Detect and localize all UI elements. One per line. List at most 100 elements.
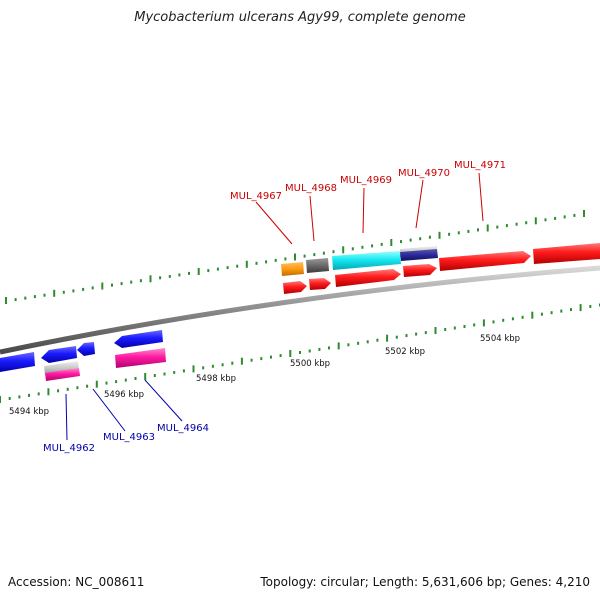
gene-feature[interactable] bbox=[77, 342, 95, 356]
minor-tick bbox=[134, 377, 137, 380]
reverse-strand-features bbox=[0, 330, 166, 381]
major-tick bbox=[337, 342, 340, 350]
minor-tick bbox=[76, 386, 79, 390]
minor-tick bbox=[231, 361, 234, 365]
gene-feature[interactable] bbox=[403, 264, 437, 277]
minor-tick bbox=[428, 235, 431, 239]
minor-tick bbox=[130, 280, 133, 284]
minor-tick bbox=[14, 298, 17, 302]
minor-tick bbox=[72, 289, 75, 293]
minor-tick bbox=[82, 287, 85, 291]
major-tick bbox=[0, 396, 1, 403]
gene-feature[interactable] bbox=[400, 249, 438, 261]
minor-tick bbox=[560, 309, 563, 313]
minor-tick bbox=[525, 221, 528, 225]
minor-tick bbox=[419, 237, 422, 241]
minor-tick bbox=[255, 261, 258, 265]
minor-tick bbox=[260, 357, 263, 361]
minor-tick bbox=[371, 244, 374, 248]
major-tick bbox=[101, 282, 104, 290]
minor-tick bbox=[211, 364, 214, 368]
minor-tick bbox=[366, 340, 369, 344]
gene-label[interactable]: MUL_4970 bbox=[398, 168, 450, 179]
gene-feature[interactable] bbox=[335, 269, 401, 287]
outer-tick-row bbox=[5, 210, 585, 304]
major-tick bbox=[240, 357, 243, 365]
minor-tick bbox=[405, 334, 408, 338]
major-tick bbox=[192, 365, 195, 373]
major-tick bbox=[579, 304, 582, 312]
minor-tick bbox=[328, 346, 330, 350]
minor-tick bbox=[182, 369, 185, 373]
gene-feature[interactable] bbox=[281, 262, 304, 276]
minor-tick bbox=[105, 381, 108, 385]
forward-gene-labels: MUL_4967 MUL_4968 MUL_4969 MUL_4970 MUL_… bbox=[230, 160, 506, 202]
minor-tick bbox=[313, 253, 316, 257]
axis-tick-label: 5494 kbp bbox=[9, 407, 49, 417]
minor-tick bbox=[457, 231, 460, 235]
minor-tick bbox=[550, 311, 553, 315]
major-tick bbox=[434, 327, 437, 334]
genome-summary: Topology: circular; Length: 5,631,606 bp… bbox=[260, 575, 590, 589]
minor-tick bbox=[284, 257, 287, 261]
minor-tick bbox=[448, 232, 451, 236]
gene-label[interactable]: MUL_4967 bbox=[230, 191, 282, 202]
minor-tick bbox=[357, 341, 360, 345]
minor-tick bbox=[37, 392, 40, 396]
gene-feature[interactable] bbox=[115, 348, 166, 368]
gene-feature[interactable] bbox=[533, 243, 600, 264]
major-tick bbox=[294, 253, 296, 261]
minor-tick bbox=[66, 387, 69, 391]
gene-feature[interactable] bbox=[306, 258, 329, 273]
minor-tick bbox=[318, 347, 321, 351]
minor-tick bbox=[188, 271, 190, 275]
gene-feature[interactable] bbox=[309, 278, 331, 290]
gene-label[interactable]: MUL_4964 bbox=[157, 423, 209, 434]
major-tick bbox=[486, 224, 489, 232]
forward-strand-features bbox=[281, 243, 600, 294]
gene-feature[interactable] bbox=[0, 352, 35, 372]
minor-tick bbox=[168, 274, 171, 278]
reverse-callouts bbox=[65, 379, 183, 441]
gene-label[interactable]: MUL_4963 bbox=[103, 432, 155, 443]
gene-feature[interactable] bbox=[439, 251, 531, 271]
minor-tick bbox=[496, 225, 499, 229]
minor-tick bbox=[279, 354, 282, 358]
major-tick bbox=[583, 210, 585, 217]
minor-tick bbox=[515, 222, 518, 226]
minor-tick bbox=[265, 260, 268, 264]
major-tick bbox=[386, 334, 389, 342]
gene-feature[interactable] bbox=[44, 361, 79, 375]
minor-tick bbox=[159, 276, 162, 280]
major-tick bbox=[5, 297, 7, 304]
axis-tick-label: 5500 kbp bbox=[290, 359, 330, 369]
minor-tick bbox=[424, 331, 427, 335]
minor-tick bbox=[395, 335, 398, 339]
gene-feature[interactable] bbox=[114, 330, 163, 348]
minor-tick bbox=[554, 216, 557, 220]
gene-feature[interactable] bbox=[283, 281, 307, 294]
reverse-gene-labels: MUL_4962 MUL_4963 MUL_4964 bbox=[43, 423, 209, 454]
gene-label[interactable]: MUL_4962 bbox=[43, 443, 95, 454]
gene-label[interactable]: MUL_4969 bbox=[340, 175, 392, 186]
gene-feature[interactable] bbox=[45, 368, 80, 381]
major-tick bbox=[197, 268, 200, 275]
axis-tick-label: 5504 kbp bbox=[480, 334, 520, 344]
minor-tick bbox=[299, 351, 301, 354]
minor-tick bbox=[178, 273, 181, 277]
gene-label[interactable]: MUL_4971 bbox=[454, 160, 506, 171]
minor-tick bbox=[505, 224, 508, 228]
minor-tick bbox=[589, 305, 592, 308]
accession-label: Accession: NC_008611 bbox=[8, 575, 145, 589]
minor-tick bbox=[570, 308, 572, 312]
minor-tick bbox=[274, 258, 277, 262]
minor-tick bbox=[91, 286, 94, 290]
gene-feature[interactable] bbox=[332, 251, 401, 270]
major-tick bbox=[289, 350, 292, 357]
gene-label[interactable]: MUL_4968 bbox=[285, 183, 337, 194]
gene-feature[interactable] bbox=[41, 346, 77, 363]
minor-tick bbox=[18, 395, 21, 399]
map-title: Mycobacterium ulcerans Agy99, complete g… bbox=[134, 10, 466, 25]
minor-tick bbox=[115, 380, 118, 384]
